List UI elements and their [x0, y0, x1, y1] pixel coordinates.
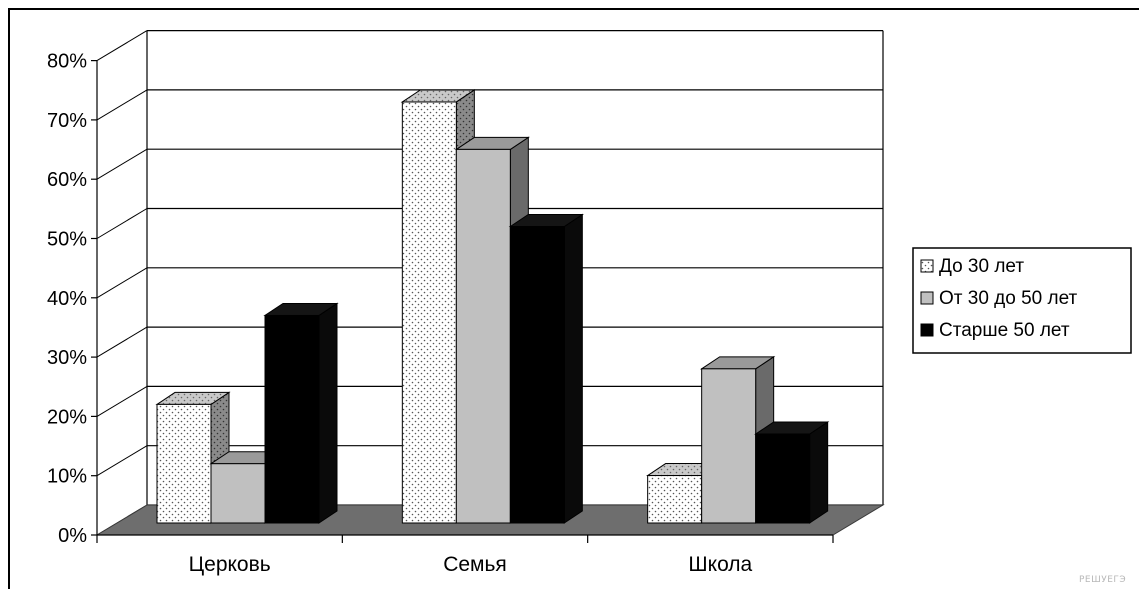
legend-label: До 30 лет [939, 256, 1024, 277]
gridline-side [96, 208, 148, 239]
bar-front [701, 368, 757, 524]
bar-front [509, 226, 565, 524]
bar-front [647, 475, 703, 524]
bar-front [755, 433, 811, 524]
y-tick-label: 70% [47, 110, 87, 132]
gridline-side [96, 267, 148, 299]
gridline-side [96, 89, 148, 121]
y-tick-label: 40% [47, 288, 87, 310]
gridline-side [96, 385, 148, 417]
y-tick-label: 30% [47, 347, 87, 369]
bar-front [210, 463, 266, 524]
gridline-side [96, 445, 148, 477]
bar-side [318, 302, 338, 524]
x-category-label: Семья [443, 553, 507, 576]
x-category-label: Церковь [189, 553, 271, 576]
bar-front [401, 101, 457, 524]
gridline-side [96, 148, 148, 180]
bar [508, 213, 584, 524]
legend-label: Старше 50 лет [939, 320, 1070, 341]
bars [155, 89, 830, 524]
y-tick-label: 0% [58, 525, 87, 547]
y-tick-label: 20% [47, 406, 87, 428]
bar-front [455, 148, 511, 524]
bar-side [809, 421, 829, 524]
bar-side [563, 213, 583, 524]
chart-frame [8, 8, 1139, 589]
legend: До 30 лет От 30 до 50 лет Старше 50 лет [912, 247, 1132, 354]
legend-swatch [920, 259, 934, 273]
y-axis: 0% 10% 20% 30% 40% 50% 60% 70% 80% [47, 51, 98, 547]
x-category-label: Школа [688, 553, 752, 576]
legend-box [912, 247, 1132, 354]
y-tick-label: 10% [47, 466, 87, 488]
x-axis: Церковь Семья Школа [96, 534, 834, 576]
legend-label: От 30 до 50 лет [939, 288, 1078, 309]
legend-swatch [920, 291, 934, 305]
gridline-side [96, 326, 148, 358]
bar [263, 302, 339, 524]
watermark: РЕШУЕГЭ [1079, 575, 1126, 585]
bar-front [264, 314, 320, 524]
gridline-side [96, 30, 148, 62]
y-tick-label: 60% [47, 169, 87, 191]
bar [754, 421, 830, 524]
legend-swatch [920, 323, 934, 337]
bar-front [156, 403, 212, 524]
y-tick-label: 80% [47, 51, 87, 73]
y-tick-label: 50% [47, 229, 87, 251]
